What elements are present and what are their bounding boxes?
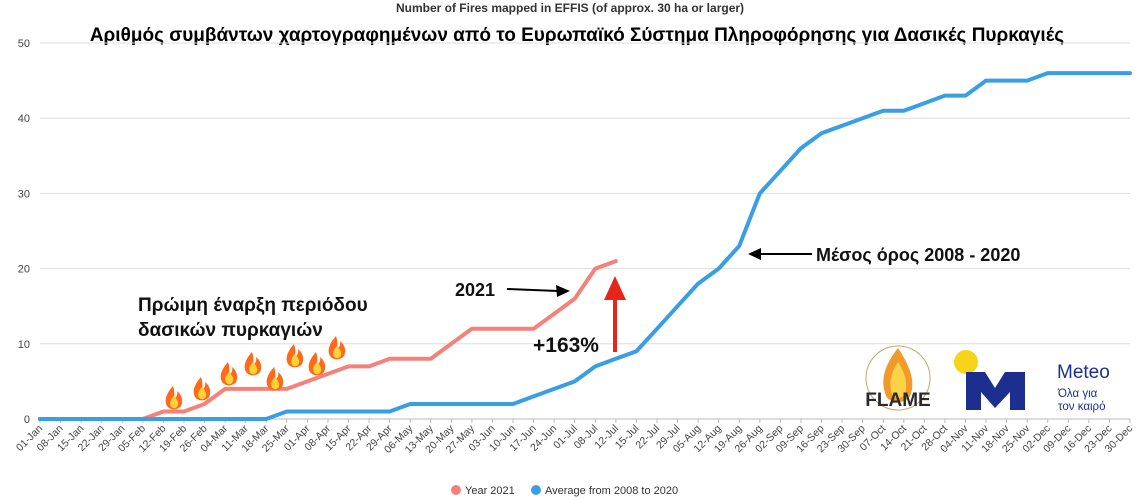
fire-icon-inner [249, 362, 258, 375]
legend-marker-average [531, 485, 541, 495]
legend-label-year-2021: Year 2021 [465, 485, 515, 497]
early-season-line-2: δασικών πυρκαγιών [138, 320, 323, 341]
fire-icon-inner [313, 362, 322, 375]
flame-logo-text: FLAME [865, 390, 930, 411]
fire-icon-inner [333, 346, 342, 359]
fire-icon [220, 362, 238, 386]
y-tick-label: 30 [18, 188, 30, 200]
fire-icon [244, 352, 262, 376]
flame-logo-ring [865, 345, 931, 411]
fire-icon-inner [225, 372, 234, 385]
increase-arrow-head [604, 276, 626, 300]
x-axis-ticks: 01-Jan08-Jan15-Jan22-Jan29-Jan05-Feb12-F… [14, 419, 1135, 456]
series-line-year-2021 [38, 259, 618, 421]
y-tick-label: 50 [18, 38, 30, 50]
fire-icon [266, 367, 284, 391]
flame-logo: FLAME [865, 345, 931, 411]
fire-icon [286, 344, 304, 368]
fire-icon-inner [170, 396, 179, 409]
early-season-annotation: Πρώιμη έναρξη περιόδου δασικών πυρκαγιών [138, 295, 368, 341]
early-season-line-1: Πρώιμη έναρξη περιόδου [138, 295, 368, 316]
label-increase: +163% [533, 334, 599, 357]
meteo-sun-icon [954, 350, 978, 374]
fire-icon-inner [271, 377, 280, 390]
arrow-average-head [748, 248, 761, 260]
y-tick-label: 40 [18, 113, 30, 125]
meteo-tagline-1: Όλα για [1057, 388, 1098, 400]
meteo-name: Meteo [1057, 362, 1110, 383]
y-tick-label: 20 [18, 264, 30, 276]
annotation-average: Μέσος όρος 2008 - 2020 [748, 245, 1020, 265]
legend: Year 2021 Average from 2008 to 2020 [451, 485, 678, 497]
series-lines [38, 71, 1132, 421]
annotation-increase: +163% [533, 276, 626, 357]
fire-icon [165, 386, 183, 410]
series-line-average [38, 71, 1132, 421]
fire-icon-inner [198, 387, 207, 400]
fire-icons [165, 336, 346, 410]
chart-subtitle: Αριθμός συμβάντων χαρτογραφημένων από το… [90, 25, 1064, 46]
annotation-2021: 2021 [455, 280, 570, 300]
chart-title: Number of Fires mapped in EFFIS (of appr… [396, 1, 744, 15]
legend-marker-year-2021 [451, 485, 461, 495]
fire-icon [328, 336, 346, 360]
label-average: Μέσος όρος 2008 - 2020 [816, 245, 1020, 265]
fire-icon [193, 377, 211, 401]
grid-lines [40, 42, 1130, 420]
y-tick-label: 10 [18, 339, 30, 351]
arrow-2021-head [556, 285, 570, 297]
meteo-tagline-2: τον καιρό [1058, 401, 1105, 413]
flame-logo-inner-flame [890, 362, 907, 398]
y-tick-label: 0 [24, 414, 30, 426]
label-2021: 2021 [455, 280, 495, 300]
fire-icon-inner [291, 354, 300, 367]
meteo-m-icon [966, 372, 1025, 410]
legend-label-average: Average from 2008 to 2020 [545, 485, 678, 497]
fire-icon [308, 352, 326, 376]
arrow-2021-line [506, 288, 559, 292]
meteo-logo: Meteo Όλα για τον καιρό [954, 350, 1110, 413]
y-axis-ticks: 0 10 20 30 40 50 [18, 38, 30, 426]
